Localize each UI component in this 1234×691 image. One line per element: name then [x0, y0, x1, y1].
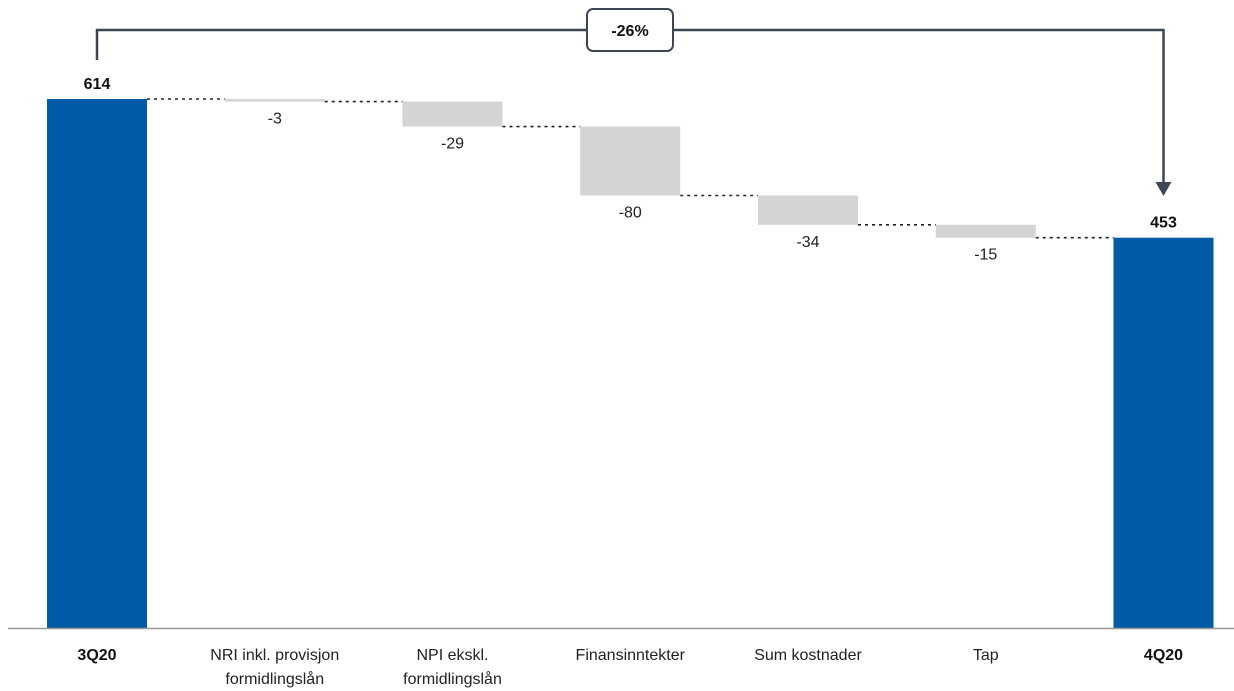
value-labels: 614 -3 -29 -80 -34 -15 453 — [84, 76, 1177, 264]
value-label-0: 614 — [84, 76, 111, 93]
x-tick-label-3: Finansinntekter — [576, 647, 686, 664]
value-label-2: -29 — [441, 136, 464, 153]
connector-lines — [147, 98, 1114, 239]
change-badge — [586, 8, 674, 52]
x-tick-label-0: 3Q20 — [77, 647, 116, 664]
delta-bar-5 — [935, 224, 1036, 238]
x-tick-label-1: NRI inkl. provisjon formidlingslån — [210, 647, 339, 688]
x-tick-label-4: Sum kostnader — [754, 647, 862, 664]
delta-bar-4 — [758, 195, 858, 225]
change-label: -26% — [611, 23, 648, 40]
value-label-5: -15 — [974, 247, 997, 264]
delta-bar-1 — [224, 99, 325, 102]
value-label-3: -80 — [619, 204, 642, 221]
bars — [47, 99, 1214, 628]
total-bar-0 — [47, 99, 147, 628]
x-tick-label-6: 4Q20 — [1144, 647, 1183, 664]
x-tick-label-5: Tap — [973, 647, 999, 664]
x-axis-labels: 3Q20 NRI inkl. provisjon formidlingslån NPI… — [77, 647, 1183, 688]
value-label-6: 453 — [1150, 215, 1177, 232]
delta-bar-2 — [402, 101, 503, 127]
arrow-down-icon — [1155, 182, 1172, 196]
value-label-4: -34 — [796, 234, 819, 251]
value-label-1: -3 — [268, 111, 282, 128]
x-tick-label-2: NPI ekskl. formidlingslån — [403, 647, 502, 688]
total-bar-6 — [1113, 237, 1214, 628]
change-bracket: -26% — [95, 8, 1172, 196]
delta-bar-3 — [580, 126, 681, 196]
